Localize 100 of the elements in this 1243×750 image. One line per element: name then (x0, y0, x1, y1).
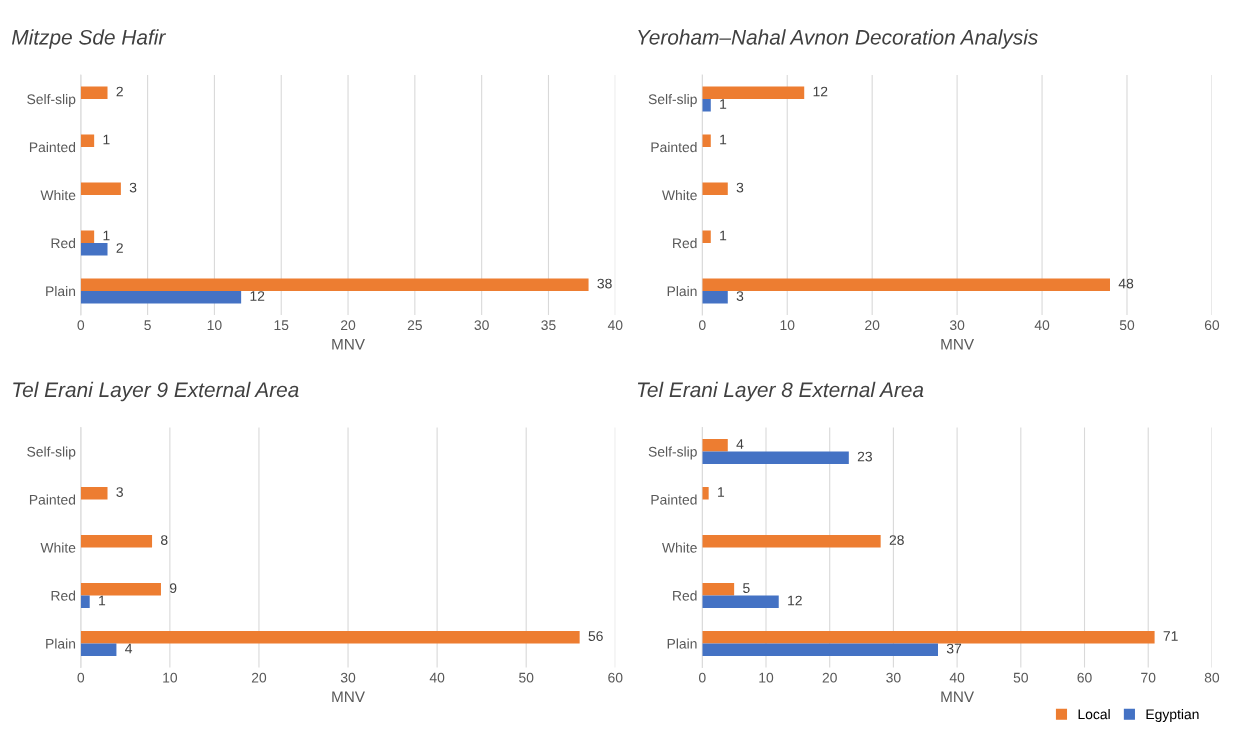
data-label: 1 (103, 230, 110, 241)
x-tick-label: 25 (407, 320, 422, 331)
data-label: 38 (597, 278, 612, 289)
y-tick-label: Self-slip (27, 93, 76, 107)
y-tick-label: White (40, 542, 76, 553)
chart-title: Tel Erani Layer 8 External Area (637, 381, 924, 402)
y-tick-label: Plain (667, 285, 697, 297)
data-label: 28 (889, 535, 904, 545)
x-tick-label: 20 (822, 672, 837, 683)
x-tick-label: 40 (1034, 320, 1050, 331)
data-label: 12 (813, 86, 828, 97)
x-axis-title: MNV (941, 338, 975, 350)
bar (80, 86, 108, 99)
bar (702, 487, 709, 500)
bar (702, 182, 728, 195)
data-label: 48 (1118, 278, 1134, 289)
x-tick-label: 40 (607, 320, 623, 331)
x-tick-label: 0 (698, 320, 706, 331)
x-tick-label: 0 (698, 672, 706, 683)
bar (80, 487, 108, 500)
bar (80, 583, 161, 596)
x-tick-label: 30 (886, 672, 901, 683)
x-tick-label: 5 (144, 320, 151, 331)
data-label: 4 (736, 439, 744, 449)
data-label: 1 (99, 595, 106, 606)
data-label: 1 (720, 99, 727, 109)
y-tick-label: Painted (29, 494, 76, 505)
bar (702, 86, 805, 99)
bar (702, 99, 711, 112)
y-tick-label: White (40, 189, 76, 201)
y-tick-label: Plain (46, 285, 76, 297)
data-label: 4 (125, 643, 133, 654)
data-label: 5 (743, 583, 750, 593)
data-label: 1 (720, 230, 727, 241)
x-axis-title: MNV (941, 691, 975, 702)
x-tick-label: 35 (541, 320, 556, 331)
data-label: 12 (250, 291, 265, 301)
x-axis-title: MNV (332, 691, 365, 702)
x-tick-label: 50 (1013, 672, 1028, 683)
bar (702, 643, 938, 656)
bar (702, 535, 881, 548)
x-tick-label: 40 (949, 672, 965, 683)
y-tick-label: Painted (651, 141, 697, 153)
y-tick-label: Red (673, 237, 697, 249)
x-tick-label: 0 (77, 672, 85, 683)
x-tick-label: 50 (1119, 320, 1135, 331)
x-tick-label: 30 (474, 320, 489, 331)
y-tick-label: Red (673, 590, 697, 601)
x-tick-label: 70 (1141, 672, 1156, 683)
data-label: 12 (788, 595, 802, 606)
bar (702, 595, 779, 608)
x-tick-label: 60 (608, 672, 623, 683)
y-tick-label: Self-slip (648, 446, 697, 460)
bar (702, 291, 728, 304)
data-label: 23 (857, 451, 872, 462)
data-label: 1 (103, 134, 110, 145)
x-tick-label: 60 (1204, 320, 1220, 331)
bar (80, 291, 242, 304)
x-tick-label: 15 (274, 320, 289, 331)
bar (702, 134, 711, 147)
data-label: 2 (116, 243, 123, 253)
bar (80, 643, 117, 656)
bar (702, 631, 1155, 644)
chart-title: Yeroham–Nahal Avnon Decoration Analysis (638, 29, 1038, 49)
bar (702, 451, 849, 464)
bar (80, 595, 90, 608)
x-tick-label: 10 (759, 672, 774, 683)
x-tick-label: 30 (949, 320, 965, 331)
data-label: 3 (736, 182, 744, 193)
data-label: 1 (718, 487, 725, 497)
y-tick-label: Red (51, 237, 76, 249)
data-label: 3 (129, 182, 137, 193)
bar (80, 182, 121, 195)
data-label: 56 (588, 631, 603, 641)
y-tick-label: Red (51, 590, 76, 601)
y-tick-label: White (661, 189, 697, 201)
x-tick-label: 20 (865, 320, 880, 331)
bar (702, 583, 735, 596)
data-label: 8 (161, 535, 168, 545)
x-tick-label: 0 (77, 320, 85, 331)
bar (80, 278, 589, 291)
y-tick-label: White (661, 542, 697, 553)
legend-label: Local (1078, 709, 1110, 720)
legend-label: Egyptian (1146, 709, 1199, 722)
data-label: 3 (116, 487, 123, 497)
data-label: 37 (946, 643, 962, 654)
bar (80, 134, 95, 147)
chart-title: Tel Erani Layer 9 External Area (13, 381, 299, 402)
bar (80, 230, 95, 243)
bar (80, 631, 580, 644)
bar (80, 535, 153, 548)
x-tick-label: 60 (1077, 672, 1092, 683)
x-tick-label: 40 (429, 672, 445, 683)
chart-title: Mitzpe Sde Hafir (11, 29, 167, 49)
x-tick-label: 80 (1204, 672, 1220, 683)
x-tick-label: 20 (251, 672, 267, 683)
x-tick-label: 50 (519, 672, 534, 683)
data-label: 3 (736, 291, 744, 301)
data-label: 1 (720, 134, 727, 145)
data-label: 71 (1163, 631, 1178, 641)
